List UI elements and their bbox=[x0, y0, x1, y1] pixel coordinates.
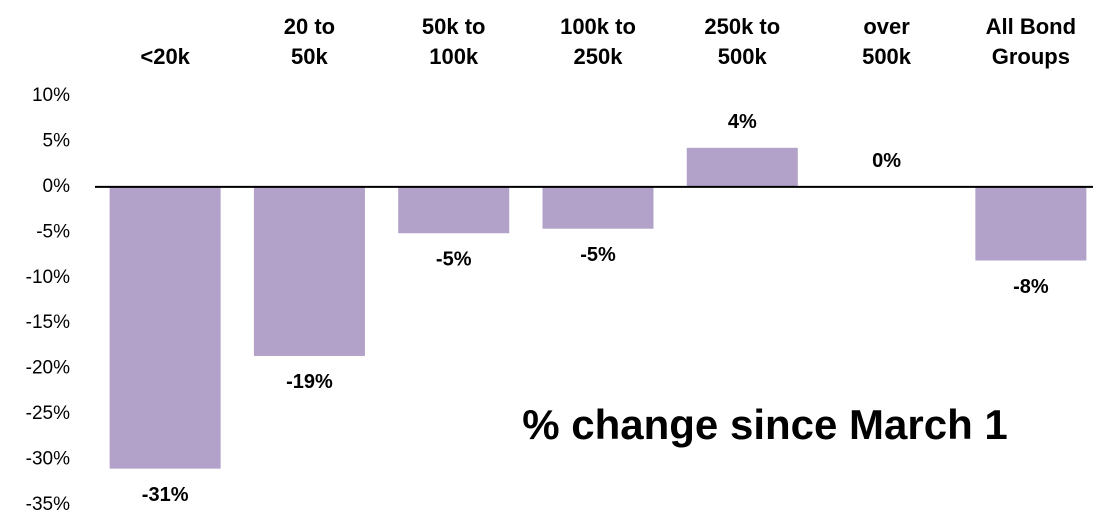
chart-title: % change since March 1 bbox=[522, 401, 1008, 448]
y-tick-label: -30% bbox=[26, 449, 70, 470]
bar bbox=[253, 186, 365, 356]
x-tick-label: 250k to 500k bbox=[704, 14, 781, 69]
y-tick-label: -35% bbox=[26, 494, 70, 515]
y-tick-label: 0% bbox=[43, 176, 71, 197]
x-tick-label: 100k to 250k bbox=[560, 14, 636, 69]
x-tick-label: All Bond Groups bbox=[985, 14, 1077, 69]
bar bbox=[542, 186, 654, 229]
value-label: -8% bbox=[1013, 276, 1049, 298]
value-label: -31% bbox=[142, 484, 189, 506]
bar bbox=[109, 186, 221, 469]
bar bbox=[975, 186, 1087, 261]
y-tick-label: -10% bbox=[26, 267, 70, 288]
value-label: 4% bbox=[728, 111, 757, 133]
x-tick-label: 50k to 100k bbox=[421, 14, 486, 69]
value-label: 0% bbox=[872, 150, 901, 172]
y-tick-label: 10% bbox=[32, 85, 70, 106]
x-tick-label: over 500k bbox=[862, 14, 912, 69]
y-tick-label: 5% bbox=[43, 130, 71, 151]
bar bbox=[398, 186, 510, 234]
y-tick-label: -15% bbox=[26, 312, 70, 333]
bar bbox=[686, 147, 798, 187]
y-tick-label: -20% bbox=[26, 358, 70, 379]
value-label: -5% bbox=[580, 244, 616, 266]
value-label: -5% bbox=[436, 249, 472, 271]
x-tick-label: 20 to 50k bbox=[283, 14, 336, 69]
y-tick-label: -25% bbox=[26, 403, 70, 424]
y-tick-label: -5% bbox=[36, 221, 70, 242]
x-tick-label: <20k bbox=[140, 44, 190, 69]
value-label: -19% bbox=[286, 371, 333, 393]
